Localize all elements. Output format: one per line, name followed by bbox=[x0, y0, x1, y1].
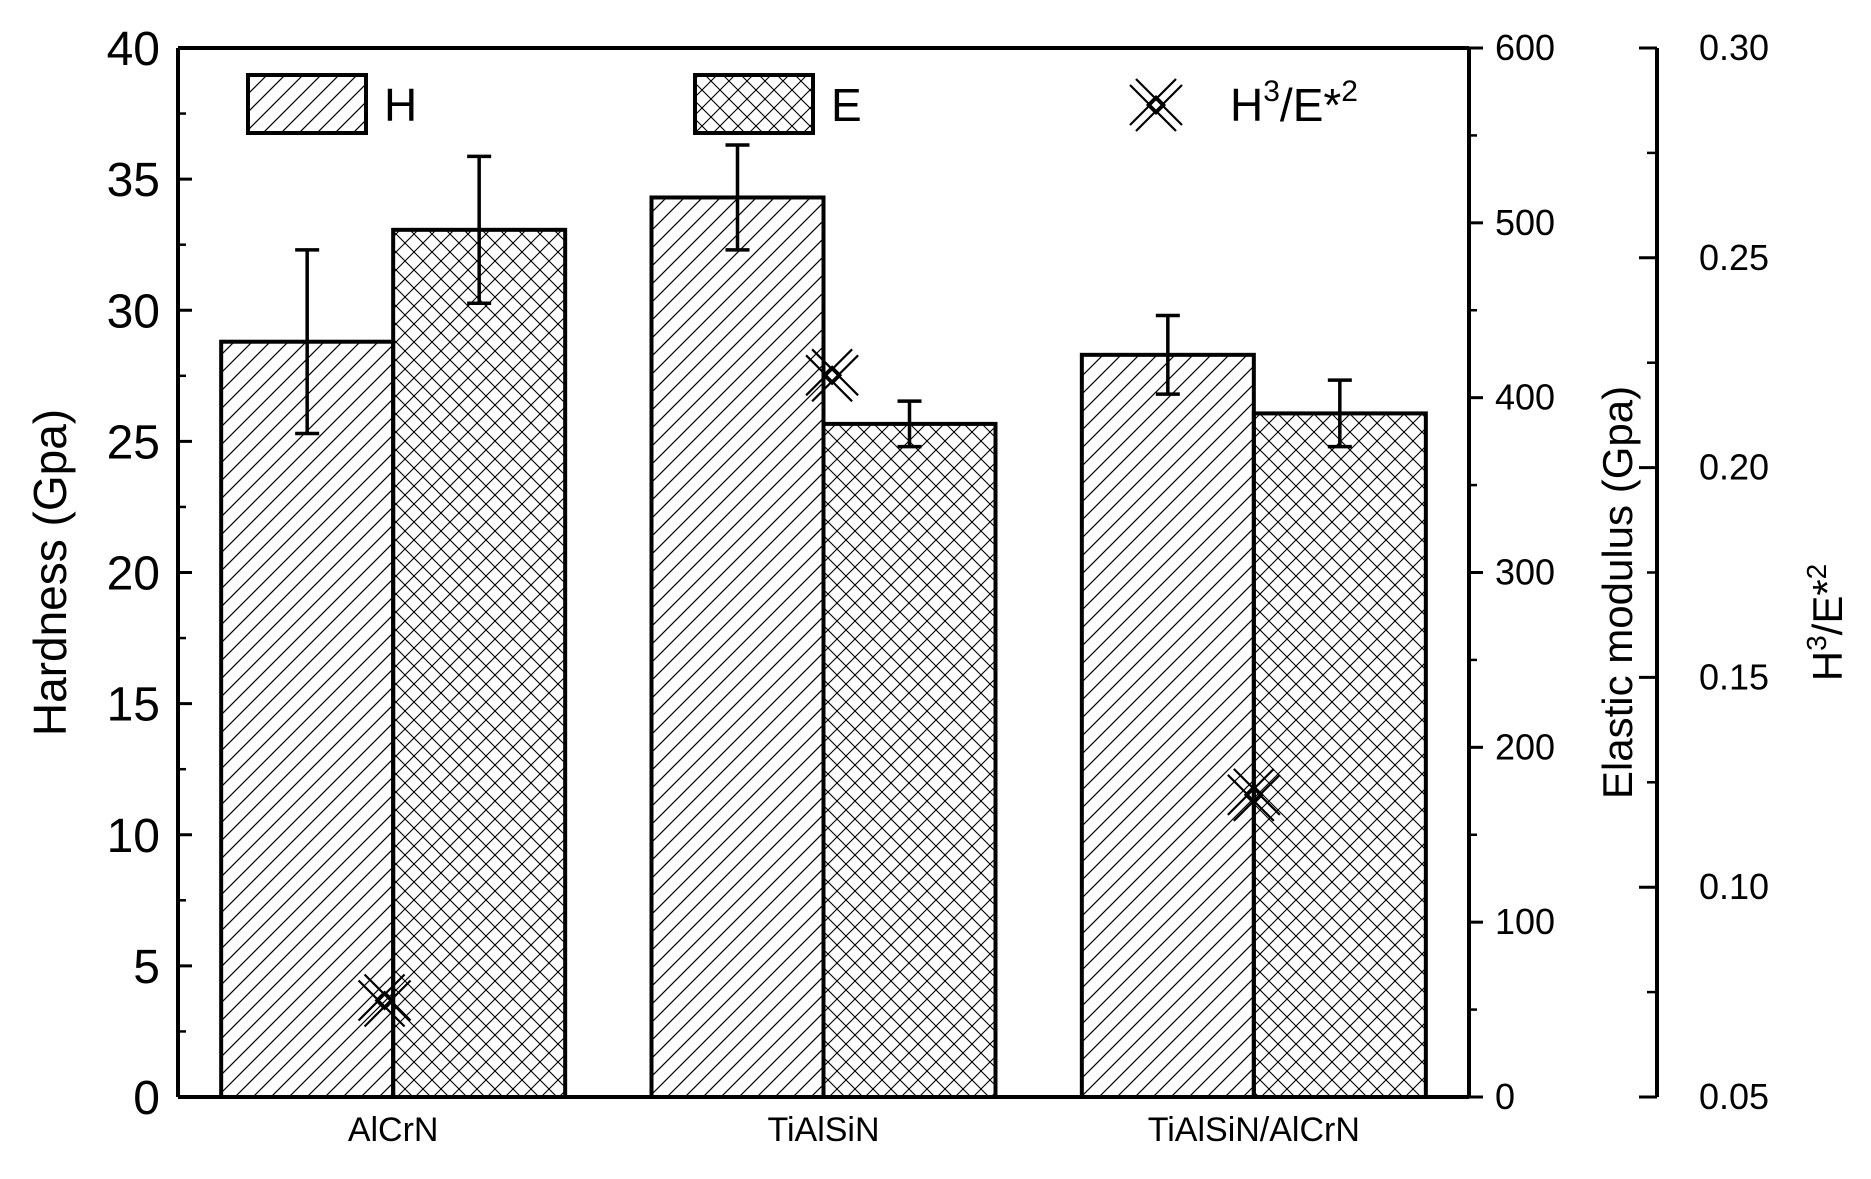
right-tick-label-3: 300 bbox=[1495, 552, 1555, 593]
third-tick-label-2: 0.15 bbox=[1699, 656, 1769, 697]
scatter-point-2 bbox=[805, 348, 859, 403]
right-tick-label-4: 400 bbox=[1495, 377, 1555, 418]
left-axis-title: Hardness (Gpa) bbox=[24, 409, 76, 736]
left-tick-label-6: 30 bbox=[107, 285, 160, 338]
scatter-point-3 bbox=[1227, 768, 1281, 822]
third-tick-label-0: 0.05 bbox=[1699, 1076, 1769, 1117]
bar-h-3 bbox=[1079, 352, 1256, 1099]
third-tick-label-3: 0.20 bbox=[1699, 447, 1769, 488]
left-tick-label-1: 5 bbox=[133, 941, 160, 994]
third-tick-label-1: 0.10 bbox=[1699, 866, 1769, 907]
left-tick-label-2: 10 bbox=[107, 810, 160, 863]
left-tick-label-4: 20 bbox=[107, 548, 160, 601]
third-axis-title-sup2: 2 bbox=[1801, 564, 1832, 580]
bar-e-2 bbox=[821, 421, 998, 1099]
right-tick-label-1: 100 bbox=[1495, 901, 1555, 942]
legend-ratio-main: H bbox=[1230, 79, 1263, 131]
legend-label-ratio: H3/E*2 bbox=[1230, 75, 1358, 131]
right-axis-title: Elastic modulus (Gpa) bbox=[1594, 386, 1641, 799]
bar-h-2 bbox=[649, 195, 826, 1100]
legend-ratio-rest: /E* bbox=[1280, 79, 1341, 131]
left-tick-label-7: 35 bbox=[107, 154, 160, 207]
bars-layer bbox=[219, 195, 1428, 1100]
third-tick-label-4: 0.25 bbox=[1699, 237, 1769, 278]
scatter-layer bbox=[357, 348, 1281, 1028]
error-bars-layer bbox=[295, 143, 1352, 449]
right-tick-label-6: 600 bbox=[1495, 27, 1555, 68]
legend-swatch-e bbox=[693, 73, 815, 135]
third-axis-title-sup: 3 bbox=[1801, 635, 1832, 651]
left-tick-label-0: 0 bbox=[133, 1072, 160, 1125]
left-tick-label-8: 40 bbox=[107, 23, 160, 76]
third-tick-label-5: 0.30 bbox=[1699, 27, 1769, 68]
left-tick-label-5: 25 bbox=[107, 416, 160, 469]
legend-ratio-sup2: 2 bbox=[1341, 75, 1358, 108]
right-tick-label-5: 500 bbox=[1495, 202, 1555, 243]
left-tick-label-3: 15 bbox=[107, 679, 160, 732]
legend-marker-ratio bbox=[1129, 78, 1183, 132]
category-label-1: TiAlSiN bbox=[767, 1111, 879, 1149]
bar-e-3 bbox=[1251, 411, 1428, 1099]
third-axis-title-main: H bbox=[1804, 651, 1851, 681]
scatter-point-1 bbox=[357, 973, 412, 1028]
legend-label-h: H bbox=[384, 79, 417, 131]
category-label-0: AlCrN bbox=[348, 1111, 439, 1149]
legend-label-e: E bbox=[831, 79, 862, 131]
bar-h-1 bbox=[219, 339, 396, 1100]
axes-layer: 051015202530354001002003004005006000.050… bbox=[24, 23, 1851, 1149]
right-tick-label-2: 200 bbox=[1495, 726, 1555, 767]
legend: H E H3/E*2 bbox=[246, 73, 1358, 135]
bar-e-1 bbox=[391, 227, 568, 1099]
legend-ratio-sup: 3 bbox=[1263, 75, 1280, 108]
third-axis-title: H3/E*2 bbox=[1801, 564, 1851, 682]
right-tick-label-0: 0 bbox=[1495, 1076, 1515, 1117]
third-axis-title-rest: /E* bbox=[1804, 579, 1851, 635]
legend-swatch-h bbox=[246, 73, 368, 135]
category-label-2: TiAlSiN/AlCrN bbox=[1148, 1111, 1360, 1149]
